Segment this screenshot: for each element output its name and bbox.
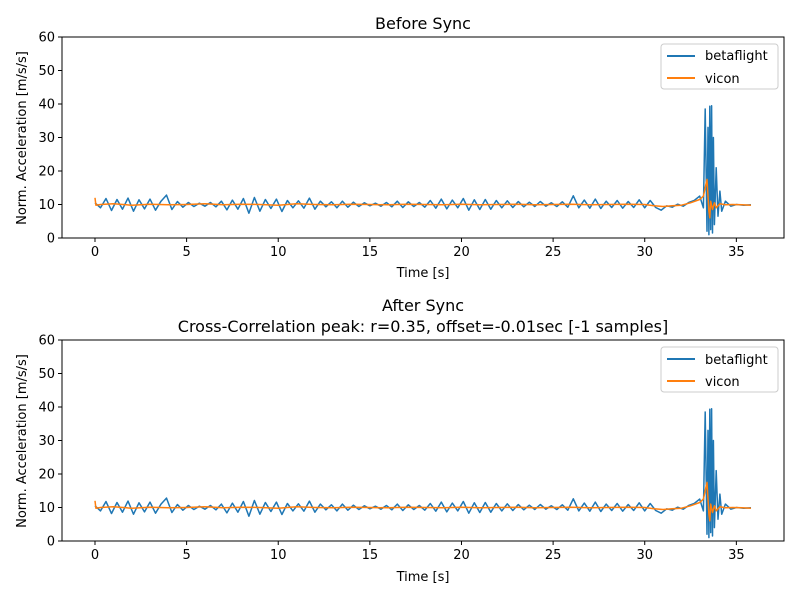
y-axis-label: Norm. Acceleration [m/s/s] xyxy=(15,354,30,528)
legend: betaflight vicon xyxy=(660,43,779,90)
x-tick-label: 30 xyxy=(636,245,653,260)
chart-title: Before Sync xyxy=(375,14,471,33)
chart-title: After Sync xyxy=(382,296,464,315)
x-tick-label: 30 xyxy=(636,548,653,563)
x-tick-label: 35 xyxy=(728,548,745,563)
y-tick-label: 60 xyxy=(38,31,55,46)
y-tick-label: 20 xyxy=(38,165,55,180)
x-tick-label: 5 xyxy=(182,245,190,260)
y-tick-label: 40 xyxy=(38,401,55,416)
legend-label-betaflight: betaflight xyxy=(705,353,768,368)
x-axis-label: Time [s] xyxy=(396,266,450,281)
subplot-after-sync: After Sync Cross-Correlation peak: r=0.3… xyxy=(15,296,785,585)
legend-label-vicon: vicon xyxy=(705,375,740,390)
x-tick-label: 35 xyxy=(728,245,745,260)
y-axis-label: Norm. Acceleration [m/s/s] xyxy=(15,51,30,225)
x-axis-label: Time [s] xyxy=(396,570,450,585)
x-tick-label: 25 xyxy=(545,548,562,563)
series-line-vicon xyxy=(94,178,752,219)
legend-label-betaflight: betaflight xyxy=(705,49,768,64)
y-tick-label: 50 xyxy=(38,64,55,79)
x-tick-label: 10 xyxy=(270,548,287,563)
series-line-betaflight xyxy=(94,104,752,236)
series-line-betaflight xyxy=(94,407,752,539)
plot-area: 0 5 10 15 20 25 30 35 0 10 20 30 40 50 60 xyxy=(38,334,785,563)
y-tick-label: 30 xyxy=(38,131,55,146)
x-tick-label: 15 xyxy=(362,245,379,260)
y-tick-label: 10 xyxy=(38,501,55,516)
x-tick-label: 25 xyxy=(545,245,562,260)
y-tick-label: 50 xyxy=(38,367,55,382)
x-tick-label: 10 xyxy=(270,245,287,260)
y-tick-label: 30 xyxy=(38,434,55,449)
y-tick-label: 0 xyxy=(47,535,55,550)
legend-label-vicon: vicon xyxy=(705,72,740,87)
series-line-vicon xyxy=(94,481,752,522)
y-tick-label: 20 xyxy=(38,468,55,483)
y-tick-label: 60 xyxy=(38,334,55,349)
plot-area: 0 5 10 15 20 25 30 35 0 10 20 30 40 50 60 xyxy=(38,31,785,260)
x-tick-label: 0 xyxy=(91,548,99,563)
y-tick-label: 40 xyxy=(38,98,55,113)
subplot-before-sync: Before Sync 0 5 10 15 20 25 30 350102030405060 … xyxy=(15,14,785,281)
legend: betaflight vicon xyxy=(660,346,779,393)
x-tick-label: 20 xyxy=(453,245,470,260)
x-tick-label: 15 xyxy=(362,548,379,563)
chart-subtitle: Cross-Correlation peak: r=0.35, offset=-… xyxy=(178,317,668,336)
x-tick-label: 0 xyxy=(91,245,99,260)
y-tick-label: 0 xyxy=(47,232,55,247)
x-tick-label: 5 xyxy=(182,548,190,563)
x-tick-label: 20 xyxy=(453,548,470,563)
y-tick-label: 10 xyxy=(38,198,55,213)
